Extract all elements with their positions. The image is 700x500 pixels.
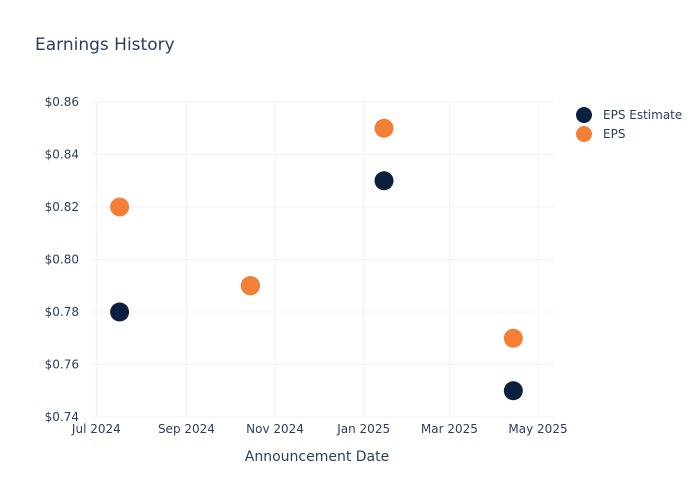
grid [92, 101, 554, 418]
data-points [110, 118, 523, 401]
x-axis-title: Announcement Date [245, 449, 389, 465]
x-axis-ticks: Jul 2024 Sep 2024 Nov 2024 Jan 2025 Mar 2025… [71, 422, 568, 436]
x-tick-label: May 2025 [508, 422, 567, 436]
legend-label: EPS [603, 127, 625, 141]
y-axis-ticks: $0.74 $0.76 $0.78 $0.80 $0.82 $0.84 $0.86 [45, 95, 79, 424]
x-tick-label: Jan 2025 [336, 422, 390, 436]
data-point[interactable] [503, 381, 523, 401]
y-tick-label: $0.86 [45, 95, 79, 109]
y-tick-label: $0.78 [45, 305, 79, 319]
series-eps-estimate [110, 171, 523, 401]
y-tick-label: $0.82 [45, 200, 79, 214]
data-point[interactable] [110, 197, 130, 217]
x-tick-label: Jul 2024 [71, 422, 121, 436]
data-point[interactable] [110, 302, 130, 322]
legend-item[interactable]: EPS [576, 126, 625, 142]
legend: EPS Estimate EPS [576, 107, 682, 142]
legend-label: EPS Estimate [603, 108, 682, 122]
y-tick-label: $0.76 [45, 358, 79, 372]
series-eps [110, 118, 523, 348]
data-point[interactable] [503, 328, 523, 348]
legend-item[interactable]: EPS Estimate [576, 107, 682, 123]
y-tick-label: $0.80 [45, 253, 79, 267]
data-point[interactable] [374, 118, 394, 138]
y-tick-label: $0.74 [45, 410, 79, 424]
chart-title: Earnings History [35, 35, 175, 55]
x-tick-label: Sep 2024 [158, 422, 215, 436]
x-tick-label: Mar 2025 [421, 422, 478, 436]
legend-marker [576, 107, 592, 123]
x-tick-label: Nov 2024 [246, 422, 304, 436]
legend-marker [576, 126, 592, 142]
y-tick-label: $0.84 [45, 148, 79, 162]
data-point[interactable] [374, 171, 394, 191]
data-point[interactable] [240, 276, 260, 296]
